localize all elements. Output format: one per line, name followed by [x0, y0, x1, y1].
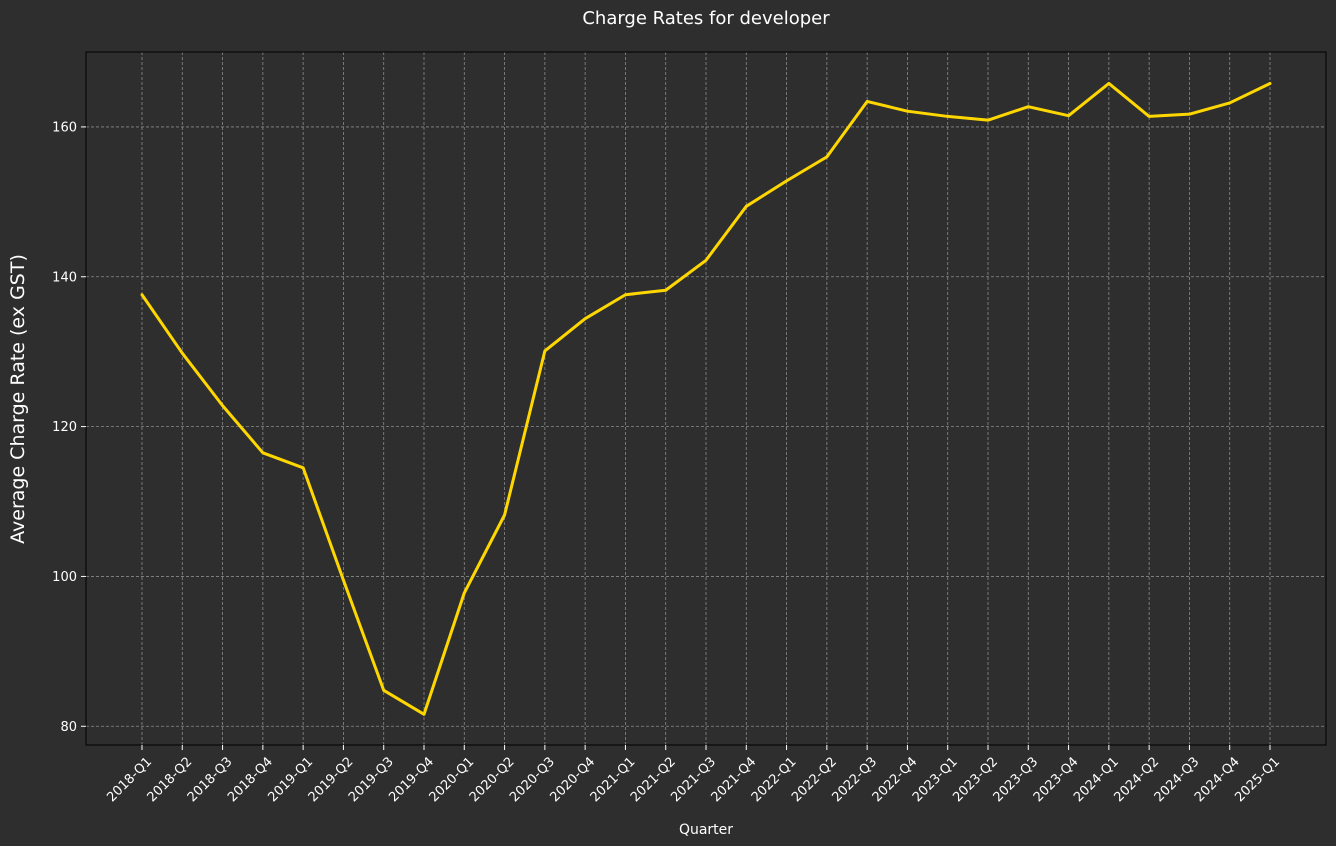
series-line: [140, 81, 1272, 716]
y-axis: 80 100 120 140 160: [52, 120, 86, 735]
y-tick-label: 120: [52, 420, 77, 435]
y-axis-label: Average Charge Rate (ex GST): [7, 254, 29, 544]
y-tick-label: 80: [60, 720, 77, 735]
y-tick-label: 140: [52, 270, 77, 285]
x-axis-label: Quarter: [679, 822, 733, 838]
y-tick-label: 160: [52, 120, 77, 135]
y-tick-label: 100: [52, 570, 77, 585]
data-layer: [140, 81, 1272, 716]
chart-title: Charge Rates for developer: [582, 8, 830, 29]
grid-layer: [86, 52, 1326, 745]
